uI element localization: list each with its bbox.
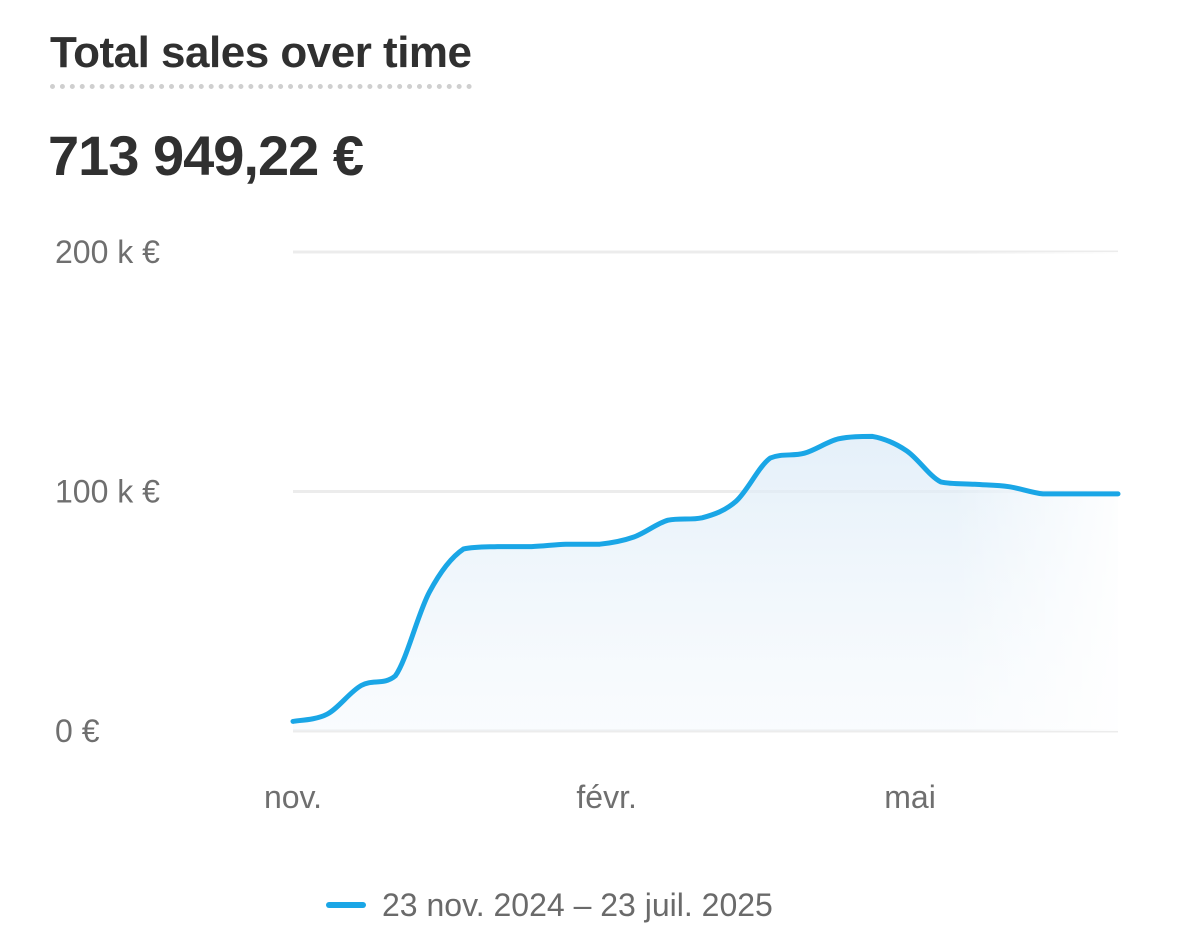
- data-point-22[interactable]: [1037, 488, 1049, 500]
- sales-series-line[interactable]: [290, 433, 1121, 724]
- data-point-10[interactable]: [628, 531, 640, 543]
- legend[interactable]: 23 nov. 2024 – 23 juil. 2025: [326, 880, 773, 930]
- data-point-18[interactable]: [901, 445, 913, 457]
- data-point-13[interactable]: [730, 495, 742, 507]
- data-point-1[interactable]: [321, 708, 333, 720]
- data-point-12[interactable]: [696, 512, 708, 524]
- y-tick-label-2: 200 k €: [55, 234, 160, 270]
- x-tick-label-2: mai: [884, 779, 936, 815]
- data-point-5[interactable]: [458, 543, 470, 555]
- data-point-16[interactable]: [833, 433, 845, 445]
- data-point-6[interactable]: [492, 541, 504, 553]
- area-fade-overlay: [293, 252, 1118, 731]
- data-point-24[interactable]: [1112, 488, 1124, 500]
- data-point-11[interactable]: [662, 514, 674, 526]
- data-point-9[interactable]: [594, 538, 606, 550]
- data-point-0[interactable]: [287, 715, 299, 727]
- total-sales-value: 713 949,22 €: [48, 124, 364, 187]
- y-tick-label-1: 100 k €: [55, 474, 160, 510]
- x-tick-label-0: nov.: [264, 779, 322, 815]
- data-point-17[interactable]: [867, 430, 879, 442]
- legend-line-swatch: [326, 902, 366, 908]
- data-point-20[interactable]: [969, 478, 981, 490]
- data-point-14[interactable]: [764, 452, 776, 464]
- data-point-21[interactable]: [1003, 481, 1015, 493]
- data-point-7[interactable]: [526, 541, 538, 553]
- data-point-15[interactable]: [798, 447, 810, 459]
- data-point-4[interactable]: [423, 586, 435, 598]
- data-point-23[interactable]: [1071, 488, 1083, 500]
- data-point-2[interactable]: [355, 680, 367, 692]
- data-point-8[interactable]: [560, 538, 572, 550]
- data-point-3[interactable]: [389, 670, 401, 682]
- y-tick-label-0: 0 €: [55, 713, 100, 749]
- data-point-19[interactable]: [935, 476, 947, 488]
- x-tick-label-1: févr.: [576, 779, 636, 815]
- chart-title[interactable]: Total sales over time: [50, 26, 472, 89]
- legend-series-label: 23 nov. 2024 – 23 juil. 2025: [382, 887, 773, 923]
